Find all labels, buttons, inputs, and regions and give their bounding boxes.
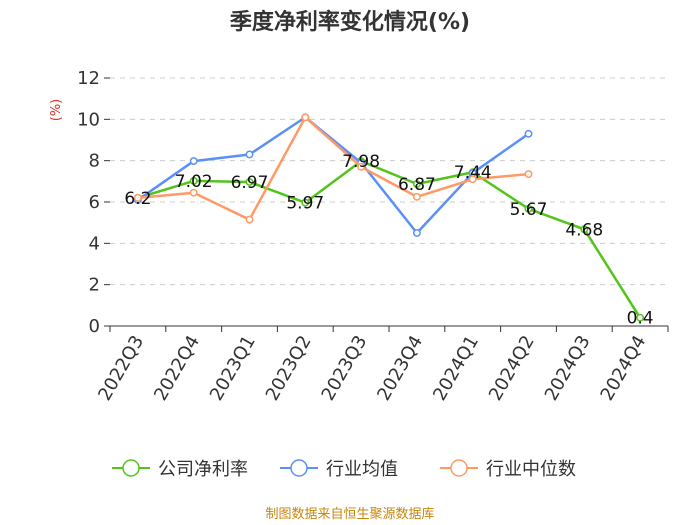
x-tick-label: 2023Q4	[373, 332, 427, 404]
data-point	[189, 188, 198, 197]
data-label: 7.44	[454, 163, 492, 183]
data-label: 5.97	[286, 194, 324, 214]
y-tick-label: 4	[89, 233, 100, 254]
data-label: 6.97	[231, 173, 269, 193]
x-tick-label: 2023Q1	[206, 332, 260, 404]
series-line	[137, 159, 642, 319]
data-point	[412, 192, 421, 201]
data-point	[189, 176, 198, 185]
y-axis-ticks: 0 2 4 6 8 10 12	[77, 68, 110, 337]
data-point	[189, 157, 198, 166]
data-point	[636, 313, 645, 322]
x-axis-ticks: 2022Q3 2022Q4 2023Q1 2023Q2 2023Q3 2023Q4 2024…	[94, 326, 669, 404]
data-point	[245, 178, 254, 186]
x-tick-label: 2022Q3	[94, 332, 148, 404]
data-point	[357, 162, 366, 171]
series-line	[137, 116, 529, 221]
y-tick-label: 12	[77, 68, 100, 89]
data-label: 5.67	[510, 200, 548, 220]
data-point	[524, 129, 533, 138]
y-tick-label: 10	[77, 109, 100, 130]
y-axis-label: (%)	[49, 99, 64, 122]
legend-entry: 行业均值	[326, 459, 398, 480]
data-label: 6.87	[398, 175, 436, 195]
source-note: 制图数据来自恒生聚源数据库	[265, 506, 434, 522]
data-point	[524, 204, 533, 213]
legend-marker	[290, 459, 308, 477]
x-tick-label: 2024Q2	[485, 332, 539, 404]
data-point	[524, 170, 533, 179]
x-tick-label: 2022Q4	[150, 332, 204, 404]
x-tick-label: 2024Q3	[541, 332, 595, 404]
data-label: 4.68	[565, 220, 603, 240]
chart-title: 季度净利率变化情况(%)	[230, 9, 470, 35]
data-label: 6.2	[124, 189, 151, 209]
x-tick-label: 2024Q1	[429, 332, 483, 404]
data-label: 0.4	[627, 309, 654, 329]
data-point	[301, 198, 310, 207]
data-point	[580, 225, 589, 234]
y-tick-label: 8	[89, 151, 100, 172]
legend: 公司净利率 行业均值 行业中位数	[112, 459, 576, 480]
data-point	[412, 180, 421, 188]
y-tick-label: 0	[89, 316, 100, 337]
x-tick-label: 2023Q2	[262, 332, 316, 404]
data-label: 7.02	[175, 172, 213, 192]
data-point	[301, 113, 310, 122]
legend-entry: 公司净利率	[158, 459, 248, 480]
legend-marker	[122, 459, 140, 477]
legend-marker	[450, 459, 468, 477]
y-tick-label: 2	[89, 275, 100, 296]
x-tick-label: 2024Q4	[597, 332, 651, 404]
data-point	[245, 150, 254, 159]
x-tick-label: 2023Q3	[318, 332, 372, 404]
data-point	[412, 229, 421, 237]
data-point	[133, 193, 142, 202]
data-point	[245, 215, 254, 224]
legend-entry: 行业中位数	[486, 459, 576, 480]
data-label: 7.98	[342, 152, 380, 172]
y-tick-label: 6	[89, 192, 100, 213]
series-lines	[133, 113, 645, 322]
data-point	[468, 175, 477, 184]
data-labels: 6.2 7.02 6.97 5.97 7.98 6.87 7.44 5.67 4.68 0.4	[124, 152, 653, 329]
